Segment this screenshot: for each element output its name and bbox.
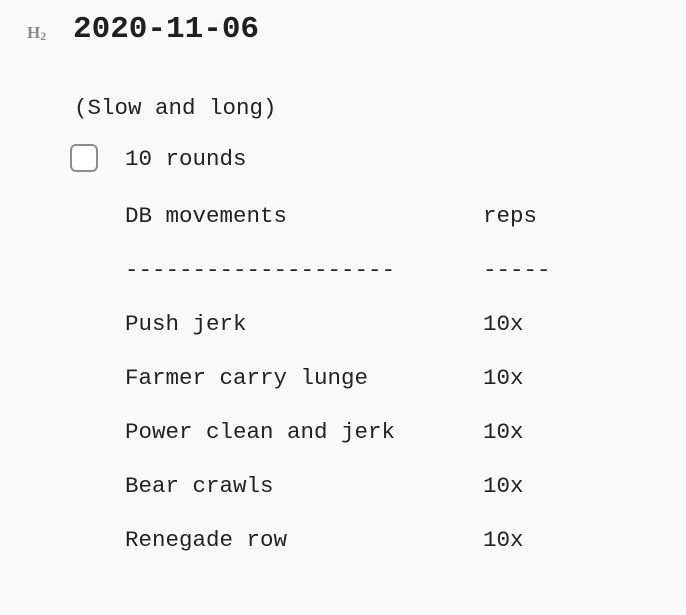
table-row[interactable]: Power clean and jerk 10x (125, 417, 524, 447)
table-cell-movement: Renegade row (125, 527, 288, 553)
task-label[interactable]: 10 rounds (125, 146, 247, 172)
table-cell-movement: Farmer carry lunge (125, 365, 369, 391)
heading-level-indicator: H2 (27, 23, 46, 43)
table-cell-movement: Power clean and jerk (125, 419, 396, 445)
table-separator-movements: -------------------- (125, 257, 396, 283)
table-cell-reps: 10x (483, 527, 524, 553)
table-separator-reps: ----- (483, 257, 551, 283)
heading-marker-letter: H (27, 23, 41, 42)
table-cell-movement: Bear crawls (125, 473, 274, 499)
table-row[interactable]: Push jerk 10x (125, 309, 524, 339)
task-checkbox[interactable] (70, 144, 98, 172)
table-separator-row[interactable]: -------------------- ----- (125, 255, 551, 285)
table-header-reps: reps (483, 203, 538, 229)
page-title[interactable]: 2020-11-06 (73, 12, 260, 47)
heading-marker-level: 2 (40, 29, 47, 43)
table-row[interactable]: Bear crawls 10x (125, 471, 524, 501)
table-row[interactable]: Farmer carry lunge 10x (125, 363, 524, 393)
table-header-movements: DB movements (125, 203, 288, 229)
table-row[interactable]: Renegade row 10x (125, 525, 524, 555)
table-cell-reps: 10x (483, 419, 524, 445)
table-cell-reps: 10x (483, 365, 524, 391)
table-header-row[interactable]: DB movements reps (125, 201, 537, 231)
table-cell-reps: 10x (483, 473, 524, 499)
note-text[interactable]: (Slow and long) (74, 95, 277, 121)
table-cell-reps: 10x (483, 311, 524, 337)
table-cell-movement: Push jerk (125, 311, 247, 337)
